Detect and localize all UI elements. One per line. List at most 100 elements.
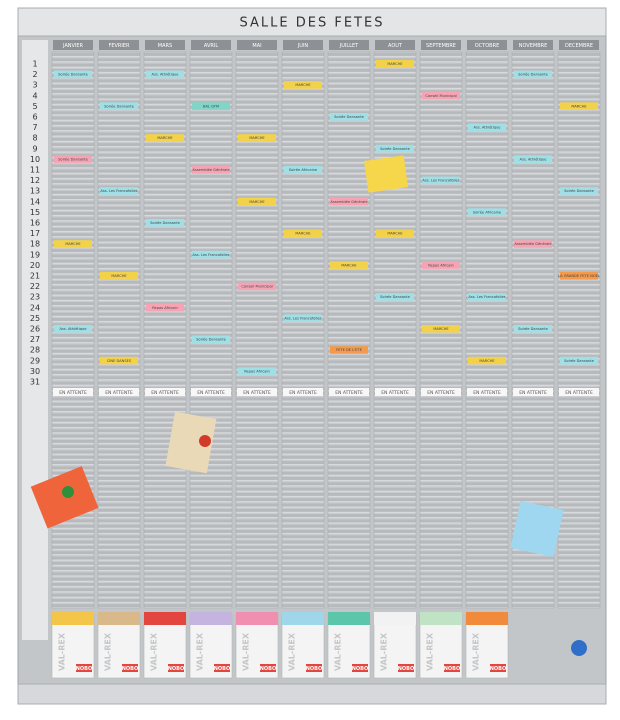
box-logo-bg (260, 664, 276, 672)
day-number: 15 (30, 208, 40, 217)
event-card-text: Soirée Dansante (150, 221, 180, 225)
box-logo-bg (122, 664, 138, 672)
month-label: FEVRIER (108, 43, 130, 49)
board-content: 1234567891011121314151617181920212223242… (30, 40, 601, 679)
event-card-text: MARCHE (479, 359, 495, 363)
event-card (376, 293, 414, 301)
event-card (560, 187, 598, 195)
day-number: 30 (30, 367, 40, 376)
box-logo: NOBO (122, 666, 139, 672)
status-card (283, 388, 323, 396)
status-card (145, 388, 185, 396)
status-card (99, 388, 139, 396)
box-brand: VAL-REX (150, 632, 159, 671)
event-card (192, 166, 230, 174)
event-card-text: Soirée Dansante (380, 295, 410, 299)
event-card (422, 91, 460, 100)
event-card-text: Assemblée Générale (330, 200, 368, 204)
day-number: 24 (30, 303, 40, 312)
event-card (514, 70, 552, 79)
sticky-note (363, 155, 409, 193)
box-brand: VAL-REX (472, 632, 481, 671)
event-card (468, 356, 506, 365)
day-number: 17 (30, 229, 40, 238)
day-number: 23 (30, 293, 40, 302)
box-brand: VAL-REX (426, 632, 435, 671)
day-number: 14 (30, 197, 40, 206)
top-rail (17, 7, 607, 37)
box-brand: VAL-REX (288, 632, 297, 671)
status-label: EN ATTENTE (335, 390, 363, 396)
event-card (330, 113, 368, 121)
event-card-text: Soirée Dansante (380, 147, 410, 151)
event-card (422, 325, 460, 333)
status-card (421, 388, 461, 396)
box-logo-bg (76, 664, 92, 672)
box-lid (236, 612, 278, 625)
month-header (559, 40, 599, 50)
event-card-text: MARCHE (157, 136, 173, 140)
event-card-text: MARCHE (249, 200, 265, 204)
event-card-text: Repas Africain (244, 369, 270, 373)
status-label: EN ATTENTE (289, 390, 317, 396)
month-header (191, 40, 231, 50)
event-card-text: Soirée Dansante (564, 189, 594, 193)
slot-column (557, 51, 601, 609)
event-card-text: Ass. Les Francofolies (422, 179, 459, 183)
status-label: EN ATTENTE (59, 390, 87, 396)
event-card (238, 367, 276, 375)
event-card-text: MARCHE (387, 62, 403, 66)
day-number: 19 (30, 250, 40, 259)
box-logo: NOBO (306, 666, 323, 672)
event-card-text: MARCHE (295, 83, 311, 87)
box-lid (98, 612, 140, 625)
event-card (376, 60, 414, 68)
month-label: SEPTEMBRE (426, 43, 456, 49)
event-card (146, 219, 184, 227)
day-number: 11 (30, 166, 40, 175)
event-card-text: MARCHE (111, 274, 127, 278)
day-number: 7 (32, 123, 37, 132)
day-number: 26 (30, 325, 40, 334)
board-title: SALLE DES FETES (240, 16, 385, 31)
event-card-text: Soirée Africaine (289, 168, 318, 172)
month-header (329, 40, 369, 50)
status-label: EN ATTENTE (197, 390, 225, 396)
status-card (559, 388, 599, 396)
event-card-text: Ass. Athlétique (60, 327, 88, 331)
slot-column (465, 51, 509, 609)
event-card-text: Repas Africain (152, 306, 178, 310)
box-logo: NOBO (352, 666, 369, 672)
event-card-text: Ass. Athlétique (474, 126, 502, 130)
status-card (53, 388, 93, 396)
event-card (146, 303, 184, 312)
event-card (422, 261, 460, 269)
event-card (54, 325, 92, 333)
event-card-text: Assemblée Générale (192, 168, 230, 172)
event-card (54, 155, 92, 163)
month-header (237, 40, 277, 50)
day-number: 9 (32, 144, 37, 153)
box-logo: NOBO (168, 666, 185, 672)
slot-column (189, 51, 233, 609)
day-number: 6 (32, 113, 37, 122)
box-logo-bg (352, 664, 368, 672)
box-lid (144, 612, 186, 625)
event-card (100, 102, 138, 110)
event-card-text: Soirée Dansante (104, 104, 134, 108)
box-lid (466, 612, 508, 625)
event-card-text: Soirée Dansante (334, 115, 364, 119)
day-number: 28 (30, 346, 40, 355)
slot-column (235, 51, 279, 609)
box-lid (52, 612, 94, 625)
slot-column (373, 51, 417, 609)
event-card (330, 261, 368, 269)
box-logo-bg (214, 664, 230, 672)
event-card-text: Conseil Municipal (241, 285, 272, 289)
slot-column (327, 51, 371, 609)
event-card (376, 144, 414, 153)
month-header (283, 40, 323, 50)
event-card (560, 272, 598, 280)
magnet (571, 640, 587, 656)
